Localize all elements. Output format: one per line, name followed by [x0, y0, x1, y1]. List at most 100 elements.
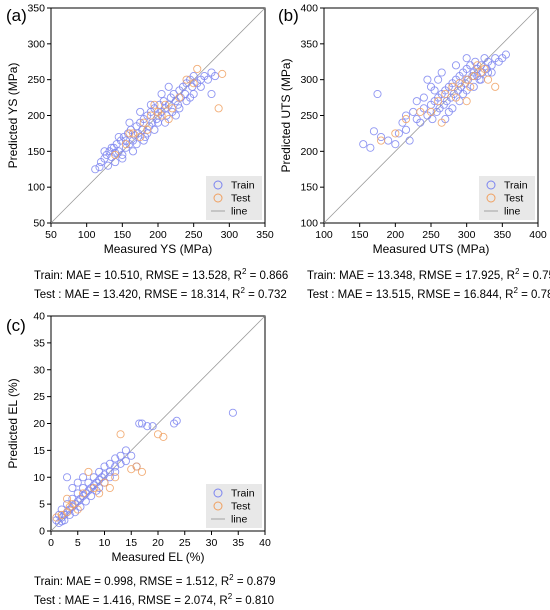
test-point-b [416, 107, 425, 116]
train-point-c [92, 478, 101, 487]
test-point-b [473, 61, 482, 70]
train-point-c [121, 446, 130, 455]
legend-label-a: Test [231, 193, 250, 205]
train-point-b [377, 132, 386, 142]
train-point-a [146, 100, 155, 109]
train-point-c [111, 454, 120, 463]
test-point-a [218, 69, 227, 78]
train-point-b [401, 111, 411, 120]
x-tick-label-b: 150 [351, 229, 369, 241]
train-point-b [459, 89, 468, 99]
train-point-a [111, 158, 120, 167]
x-tick-label-a: 250 [185, 229, 203, 241]
test-point-a [150, 100, 159, 109]
metrics-b-test-r2: = 0.783 [521, 288, 550, 301]
y-tick-label-c: 20 [33, 418, 45, 430]
x-tick-label-b: 100 [315, 229, 333, 241]
test-point-a [161, 100, 170, 109]
train-point-a [171, 111, 180, 120]
test-point-a [136, 132, 145, 142]
chart-a: 50 100 150 200 250 300 350 50 100 150 200 250 300 350… [6, 3, 274, 257]
x-tick-label-b: 400 [529, 229, 547, 241]
y-tick-label-a: 350 [27, 3, 45, 15]
train-point-c [76, 494, 85, 503]
train-point-b [469, 82, 478, 91]
legend-label-c: Test [231, 501, 250, 513]
x-tick-label-c: 40 [259, 537, 271, 549]
metrics-c-test-text: Test : MAE = 1.416, RMSE = 2.074, R [34, 594, 228, 607]
test-point-c [84, 467, 93, 476]
test-point-a [157, 111, 166, 120]
train-point-c [143, 422, 152, 431]
train-point-c [57, 513, 66, 522]
x-tick-label-c: 35 [232, 537, 244, 549]
test-point-c [105, 483, 114, 493]
train-point-c [84, 478, 93, 487]
train-point-a [211, 72, 220, 81]
y-tick-label-c: 5 [39, 499, 45, 511]
train-point-c [228, 408, 237, 417]
x-tick-label-a: 100 [78, 229, 96, 241]
test-point-a [139, 118, 148, 127]
y-tick-label-a: 200 [27, 110, 45, 122]
train-point-c [71, 500, 80, 509]
r2-sup: 2 [241, 267, 247, 276]
y-tick-label-b: 150 [300, 182, 318, 194]
panel-label-c: (c) [6, 316, 26, 335]
test-legend-marker-c [213, 501, 223, 511]
test-point-b [437, 118, 446, 127]
legend-label-c: Train [231, 488, 255, 500]
metrics-b-train-text: Train: MAE = 13.348, RMSE = 17.925, R [307, 269, 515, 282]
train-point-b [401, 125, 411, 134]
metrics-b-train: Train: MAE = 13.348, RMSE = 17.925, R2 =… [307, 267, 550, 282]
train-point-a [95, 163, 104, 172]
train-point-b [501, 50, 510, 59]
y-tick-label-a: 100 [27, 182, 45, 194]
metrics-a-test-r2: = 0.732 [244, 288, 287, 301]
train-point-a [121, 136, 130, 145]
train-point-b [462, 54, 471, 63]
train-point-c [79, 473, 88, 482]
train-point-b [359, 140, 368, 149]
train-point-c [148, 422, 157, 431]
train-point-c [52, 516, 61, 525]
legend-label-c: line [231, 514, 248, 526]
y-tick-label-c: 35 [33, 337, 45, 349]
train-point-c [81, 497, 90, 506]
train-point-c [65, 510, 74, 519]
metrics-b-test-text: Test : MAE = 13.515, RMSE = 16.844, R [307, 288, 514, 301]
train-point-c [97, 473, 106, 482]
panel-label-a: (a) [6, 6, 27, 25]
legend-label-b: line [504, 206, 521, 218]
metrics-c-train-text: Train: MAE = 0.998, RMSE = 1.512, R [34, 575, 230, 588]
train-point-a [186, 93, 195, 102]
test-point-a [121, 140, 130, 149]
y-tick-label-c: 10 [33, 472, 45, 484]
train-point-c [79, 483, 88, 493]
train-point-b [430, 86, 439, 95]
train-point-c [73, 489, 82, 498]
test-point-b [466, 82, 475, 91]
y-tick-label-a: 50 [33, 218, 45, 230]
x-tick-label-c: 25 [179, 537, 191, 549]
train-point-c [73, 497, 82, 506]
train-point-b [419, 93, 428, 102]
test-point-a [146, 111, 155, 120]
train-point-c [116, 451, 125, 460]
y-tick-label-c: 40 [33, 311, 45, 323]
test-point-b [401, 115, 411, 124]
test-point-b [455, 79, 464, 88]
legend-box-a [206, 176, 262, 220]
test-point-b [377, 136, 386, 145]
r2-sup: 2 [514, 267, 520, 276]
train-point-a [118, 154, 127, 163]
train-point-b [391, 140, 400, 149]
test-point-c [79, 489, 88, 498]
legend-label-a: Train [231, 180, 255, 192]
y-tick-label-a: 150 [27, 146, 45, 158]
train-point-a [150, 125, 159, 134]
train-point-a [100, 147, 109, 156]
chart-b: 100 150 200 250 300 350 400 100 150 200 250 300 350 4… [279, 3, 547, 257]
metrics-a-train-r2: = 0.866 [246, 269, 289, 282]
test-point-b [441, 89, 450, 99]
